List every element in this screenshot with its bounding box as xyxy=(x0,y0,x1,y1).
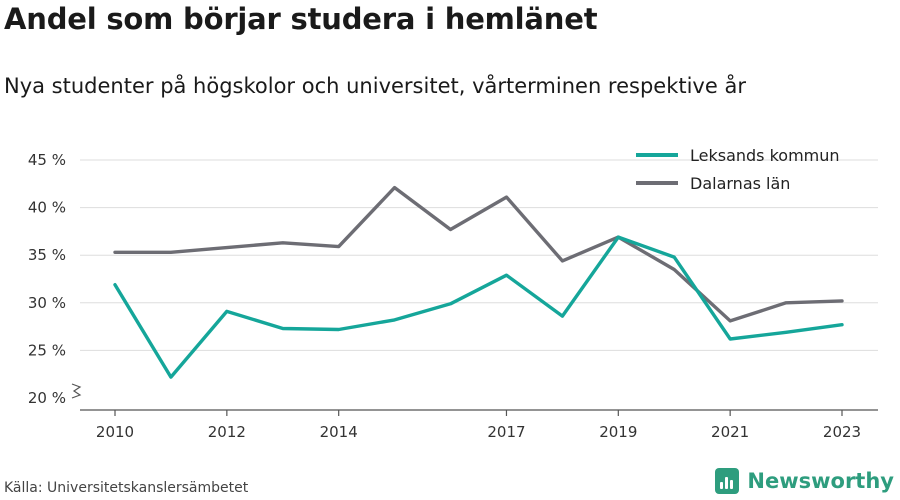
brand-logo: Newsworthy xyxy=(715,468,894,494)
y-tick-label: 45 % xyxy=(28,151,66,169)
legend-label: Leksands kommun xyxy=(690,146,840,165)
x-tick-label: 2021 xyxy=(711,423,749,441)
axis-break-icon xyxy=(71,383,82,399)
chart-title: Andel som börjar studera i hemlänet xyxy=(4,2,598,36)
y-tick-label: 35 % xyxy=(28,246,66,264)
y-tick-label: 25 % xyxy=(28,341,66,359)
source-note: Källa: Universitetskanslersämbetet xyxy=(4,480,249,496)
x-tick-label: 2012 xyxy=(208,423,246,441)
y-tick-label: 40 % xyxy=(28,199,66,217)
grid-lines xyxy=(80,159,878,351)
legend: Leksands kommun Dalarnas län xyxy=(636,146,840,193)
y-tick-label: 30 % xyxy=(28,294,66,312)
x-tick-label: 2019 xyxy=(599,423,637,441)
y-tick-label: 20 % xyxy=(28,389,66,407)
x-tick-label: 2010 xyxy=(96,423,134,441)
x-axis-labels: 2010 2012 2014 2017 2019 2021 2023 xyxy=(96,423,861,441)
x-tick-label: 2017 xyxy=(487,423,525,441)
series-line-dalarnas-län xyxy=(113,185,844,323)
series-line-leksands-kommun xyxy=(113,235,844,379)
series-lines xyxy=(113,185,844,379)
bar-chart-icon xyxy=(715,468,740,494)
legend-label: Dalarnas län xyxy=(690,174,790,193)
chart-subtitle: Nya studenter på högskolor och universit… xyxy=(4,74,746,98)
x-tick-label: 2014 xyxy=(320,423,358,441)
x-axis xyxy=(80,409,878,416)
brand-name: Newsworthy xyxy=(747,469,894,493)
y-axis-labels: 20 % 25 % 30 % 35 % 40 % 45 % xyxy=(28,151,82,407)
x-tick-label: 2023 xyxy=(823,423,861,441)
